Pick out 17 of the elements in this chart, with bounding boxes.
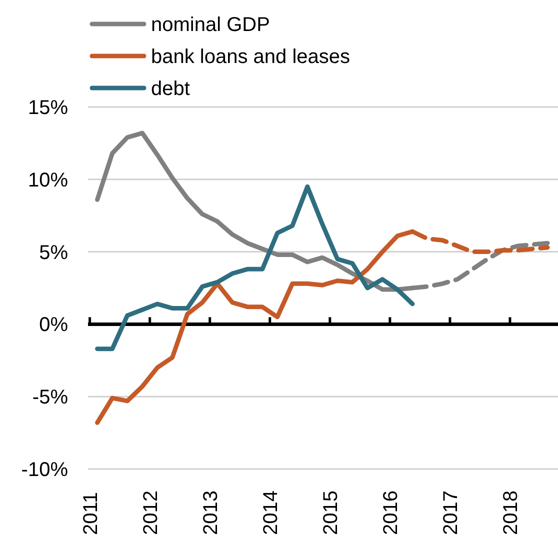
x-tick-label: 2012 bbox=[140, 490, 162, 535]
y-tick-label: -10% bbox=[21, 459, 68, 481]
x-tick-label: 2013 bbox=[200, 490, 222, 535]
legend-label: debt bbox=[151, 78, 190, 100]
y-tick-label: 5% bbox=[39, 242, 68, 264]
legend-label: nominal GDP bbox=[151, 14, 270, 36]
y-tick-label: -5% bbox=[32, 386, 68, 409]
y-tick-label: 10% bbox=[28, 169, 68, 192]
x-tick-label: 2016 bbox=[380, 490, 402, 535]
x-tick-label: 2017 bbox=[440, 490, 462, 535]
y-tick-label: 15% bbox=[28, 97, 68, 119]
x-tick-label: 2018 bbox=[500, 490, 522, 535]
x-tick-label: 2011 bbox=[80, 492, 102, 535]
x-tick-label: 2015 bbox=[320, 490, 342, 535]
y-tick-label: 0% bbox=[39, 314, 68, 336]
legend-label: bank loans and leases bbox=[151, 46, 350, 68]
x-tick-label: 2014 bbox=[260, 490, 282, 535]
